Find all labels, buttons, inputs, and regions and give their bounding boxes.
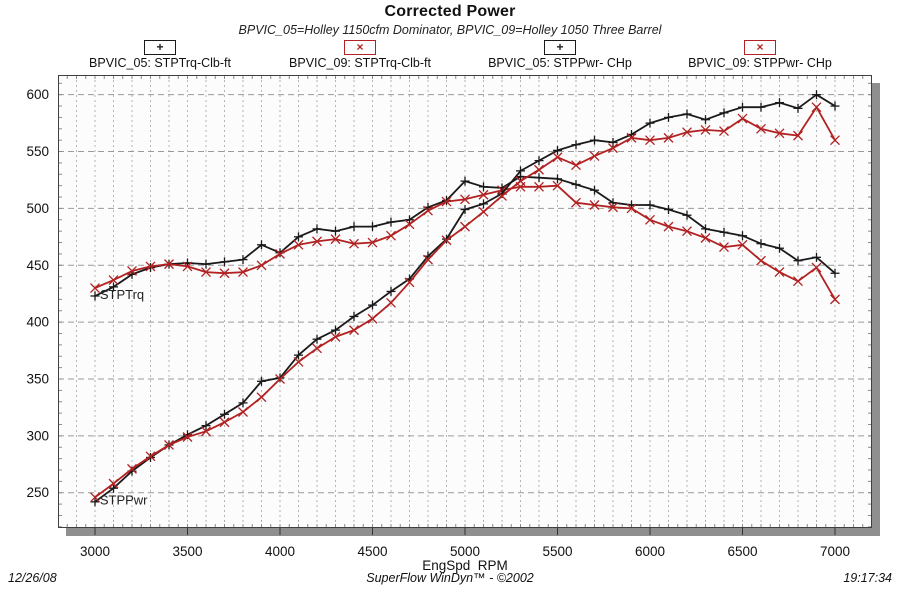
y-tick-label: 400	[26, 315, 49, 330]
y-tick-label: 600	[26, 87, 49, 102]
x-tick-label: 3500	[172, 544, 202, 559]
plus-marker-icon: +	[144, 40, 176, 55]
footer-date: 12/26/08	[8, 571, 57, 585]
legend-item-bpvic09-power: × BPVIC_09: STPPwr- CHp	[660, 40, 860, 70]
footer-brand: SuperFlow WinDyn™ - ©2002	[366, 571, 534, 585]
legend: + BPVIC_05: STPTrq-Clb-ft × BPVIC_09: ST…	[60, 40, 860, 70]
legend-label: BPVIC_09: STPTrq-Clb-ft	[289, 56, 431, 70]
y-tick-label: 350	[26, 372, 49, 387]
x-tick-label: 4000	[265, 544, 295, 559]
series-markers-1	[90, 180, 840, 305]
y-tick-label: 250	[26, 485, 49, 500]
x-tick-label: 5500	[542, 544, 572, 559]
x-tick-label: 6000	[635, 544, 665, 559]
x-tick-label: 5000	[450, 544, 480, 559]
x-tick-label: 4500	[357, 544, 387, 559]
series-markers-2	[90, 90, 840, 507]
y-tick-label: 550	[26, 144, 49, 159]
legend-label: BPVIC_09: STPPwr- CHp	[688, 56, 832, 70]
plot-frame	[58, 75, 872, 528]
x-tick-label: 6500	[727, 544, 757, 559]
legend-label: BPVIC_05: STPPwr- CHp	[488, 56, 632, 70]
cross-marker-icon: ×	[744, 40, 776, 55]
cross-marker-icon: ×	[344, 40, 376, 55]
dyno-chart-plot-area: 250 300 350 400 450 500 550 600 3000 3500 4000 4500…	[26, 75, 872, 559]
y-tick-label: 500	[26, 201, 49, 216]
plus-marker-icon: +	[544, 40, 576, 55]
series-line-1	[94, 184, 836, 300]
page-subtitle: BPVIC_05=Holley 1150cfm Dominator, BPVIC…	[238, 23, 662, 37]
dyno-chart-svg: 250 300 350 400 450 500 550 600 3000 3500 4000 4500…	[26, 75, 872, 559]
footer-time: 19:17:34	[843, 571, 892, 585]
legend-item-bpvic05-power: + BPVIC_05: STPPwr- CHp	[460, 40, 660, 70]
legend-item-bpvic09-torque: × BPVIC_09: STPTrq-Clb-ft	[260, 40, 460, 70]
series-markers-3	[90, 102, 840, 503]
x-tick-label: 3000	[80, 544, 110, 559]
curve-label-stppwr: STPPwr	[100, 493, 148, 508]
page-title: Corrected Power	[384, 3, 516, 20]
y-tick-label: 300	[26, 428, 49, 443]
x-axis-label: EngSpd RPM	[422, 558, 508, 573]
legend-label: BPVIC_05: STPTrq-Clb-ft	[89, 56, 231, 70]
curve-label-stptrq: STPTrq	[100, 287, 144, 302]
y-tick-label: 450	[26, 258, 49, 273]
x-tick-label: 7000	[820, 544, 850, 559]
legend-item-bpvic05-torque: + BPVIC_05: STPTrq-Clb-ft	[60, 40, 260, 70]
